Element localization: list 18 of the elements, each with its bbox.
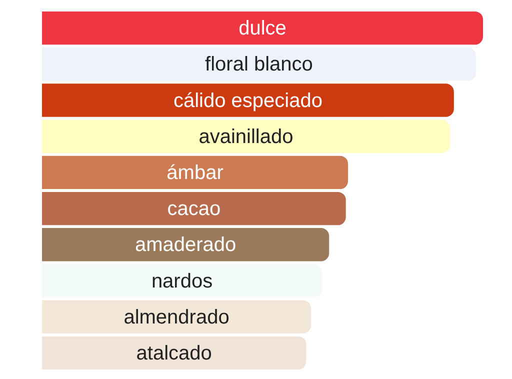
y-tick-label: floral blanco bbox=[205, 54, 313, 76]
bar bbox=[42, 11, 483, 45]
bar bbox=[42, 84, 454, 117]
bar bbox=[42, 120, 450, 153]
y-tick-label: almendrado bbox=[124, 306, 230, 328]
bar bbox=[42, 192, 346, 226]
bar bbox=[42, 228, 330, 262]
y-tick-label: cacao bbox=[167, 198, 221, 220]
y-tick-label: avainillado bbox=[198, 126, 294, 148]
y-tick-label: cálido especiado bbox=[173, 90, 322, 112]
y-tick-label: ámbar bbox=[166, 162, 224, 184]
y-tick-label: nardos bbox=[151, 270, 213, 292]
y-tick-label: dulce bbox=[238, 18, 286, 40]
y-tick-label: atalcado bbox=[136, 342, 212, 364]
bar bbox=[42, 336, 306, 370]
bar bbox=[42, 300, 312, 334]
y-tick-label: amaderado bbox=[134, 234, 236, 256]
bar bbox=[42, 156, 348, 190]
